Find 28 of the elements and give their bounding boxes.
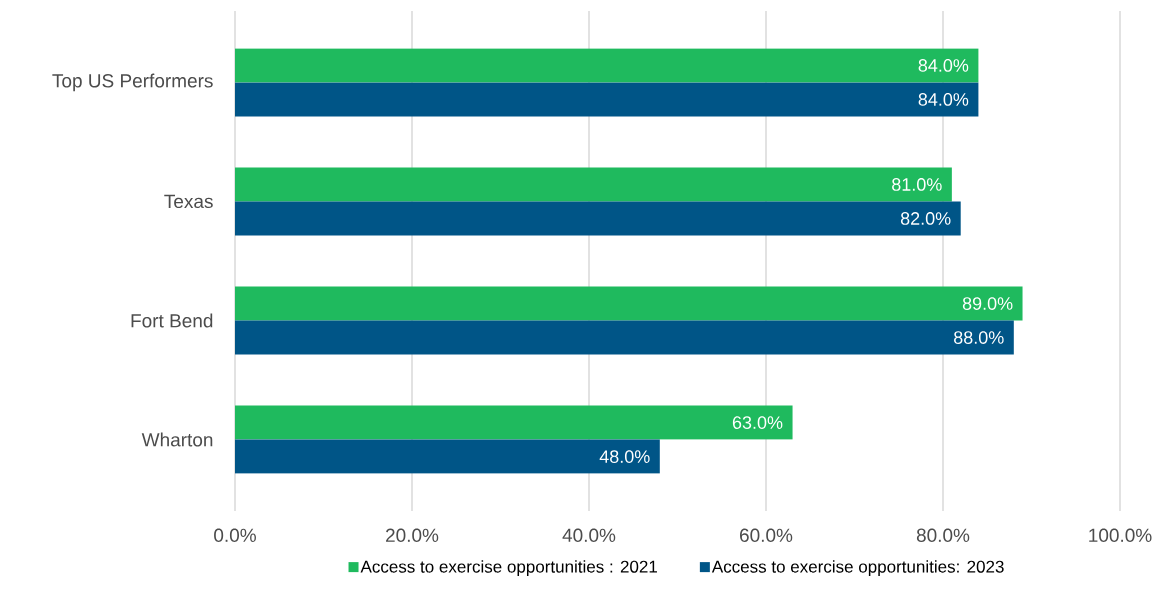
- y-tick-label: Texas: [164, 194, 213, 209]
- y-tick-label: Wharton: [141, 432, 213, 447]
- x-tick-label: 40.0%: [562, 528, 616, 542]
- data-label: 81.0%: [892, 178, 942, 191]
- x-tick-label: 80.0%: [916, 528, 970, 542]
- legend-label: Access to exercise opportunities : 2021: [360, 560, 657, 577]
- bar: [235, 48, 979, 83]
- bar: [235, 320, 1014, 355]
- bar: [235, 405, 793, 440]
- x-tick-label: 0.0%: [214, 528, 256, 542]
- data-label: 82.0%: [900, 212, 951, 225]
- bar: [235, 439, 660, 474]
- x-tick-label: 100.0%: [1089, 528, 1152, 542]
- y-tick-label: Top US Performers: [52, 73, 213, 92]
- x-tick-label: 60.0%: [740, 528, 793, 542]
- bar: [235, 286, 1023, 321]
- y-tick-label: Fort Bend: [131, 313, 213, 328]
- bar: [235, 201, 961, 236]
- data-label: 84.0%: [918, 59, 969, 72]
- data-label: 89.0%: [962, 297, 1013, 310]
- data-label: 63.0%: [732, 416, 783, 429]
- bar: [235, 82, 979, 117]
- bar: [235, 167, 952, 202]
- data-label: 48.0%: [599, 450, 650, 463]
- x-tick-label: 20.0%: [386, 528, 439, 542]
- data-label: 88.0%: [954, 331, 1004, 344]
- data-label: 84.0%: [918, 93, 969, 106]
- legend-label: Access to exercise opportunities: 2023: [711, 560, 1004, 577]
